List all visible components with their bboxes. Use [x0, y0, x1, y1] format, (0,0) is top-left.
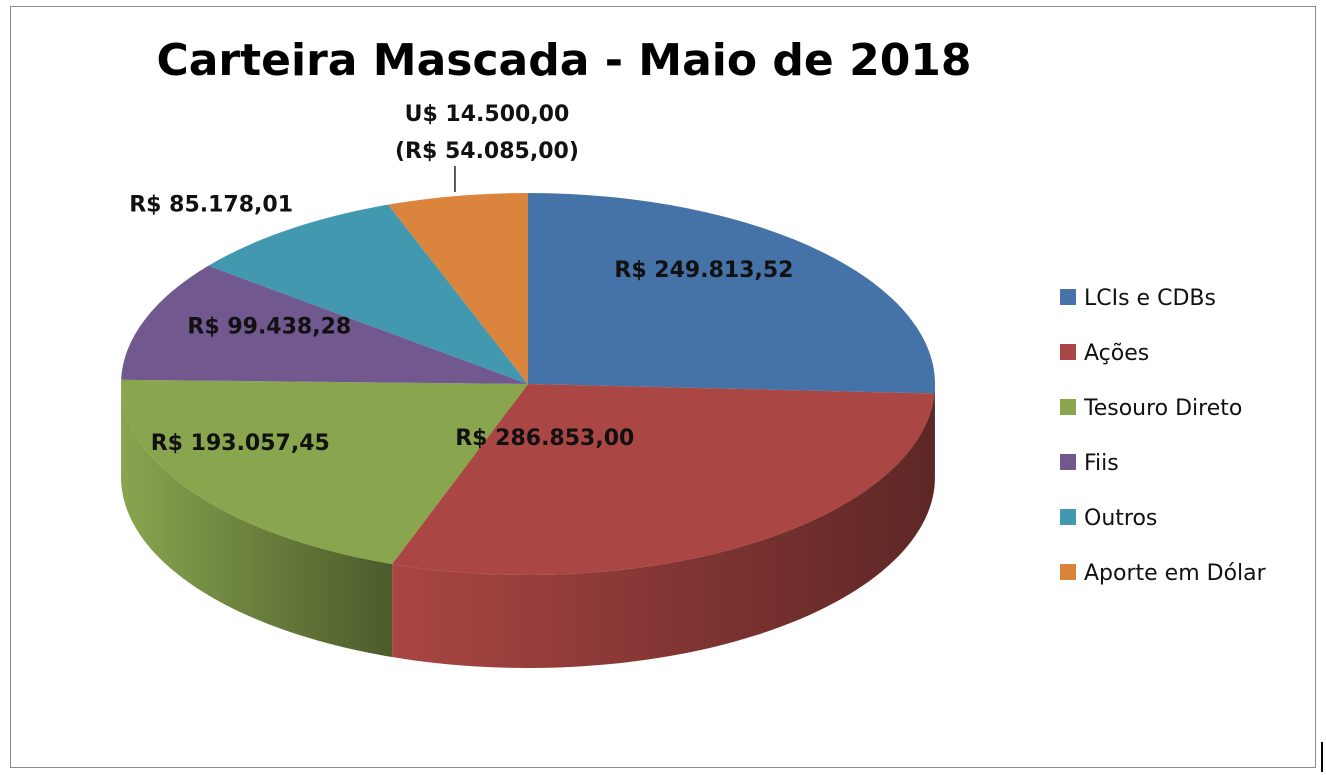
pie-side-shade-acoes: [392, 393, 935, 668]
pie-slice-aporte-em-dolar: [388, 193, 528, 384]
legend-label-acoes: Ações: [1084, 341, 1149, 366]
legend-label-fiis: Fiis: [1084, 451, 1119, 476]
legend-label-tesouro-direto: Tesouro Direto: [1083, 396, 1242, 421]
legend: LCIs e CDBs Ações Tesouro Direto Fiis Outros…: [1060, 286, 1267, 586]
pie-side-shade-tesouro-direto: [121, 384, 393, 658]
data-label-aporte-reais: (R$ 54.085,00): [395, 139, 579, 164]
legend-swatch-aporte-em-dolar: [1060, 564, 1076, 580]
data-label-tesouro-direto: R$ 193.057,45: [151, 431, 330, 456]
text-cursor: [1321, 742, 1323, 772]
pie-slice-acoes: [392, 384, 935, 575]
legend-label-aporte-em-dolar: Aporte em Dólar: [1084, 561, 1267, 586]
data-label-fiis: R$ 99.438,28: [187, 315, 351, 340]
pie-slice-lcis-e-cdbs: [528, 193, 935, 394]
legend-label-outros: Outros: [1084, 506, 1157, 531]
legend-label-lcis-e-cdbs: LCIs e CDBs: [1084, 286, 1216, 311]
data-label-acoes: R$ 286.853,00: [455, 426, 634, 451]
legend-swatch-lcis-e-cdbs: [1060, 289, 1076, 305]
pie-side-shade-lcis-e-cdbs: [934, 384, 935, 487]
legend-swatch-fiis: [1060, 454, 1076, 470]
legend-swatch-acoes: [1060, 344, 1076, 360]
pie-slice-tesouro-direto: [120, 379, 528, 565]
chart-title: Carteira Mascada - Maio de 2018: [156, 35, 971, 86]
data-label-lcis-e-cdbs: R$ 249.813,52: [614, 258, 793, 283]
data-label-aporte-em-dolar: U$ 14.500,00: [405, 102, 570, 127]
pie-top-layer: [120, 193, 935, 575]
pie-slice-outros: [208, 204, 529, 384]
data-label-outros: R$ 85.178,01: [129, 192, 293, 217]
pie-slice-fiis: [121, 265, 529, 384]
pie-side-layer: [121, 384, 935, 668]
legend-swatch-tesouro-direto: [1060, 399, 1076, 415]
data-label-layer: R$ 249.813,52 R$ 286.853,00 R$ 193.057,45 R…: [129, 102, 793, 456]
legend-swatch-outros: [1060, 509, 1076, 525]
